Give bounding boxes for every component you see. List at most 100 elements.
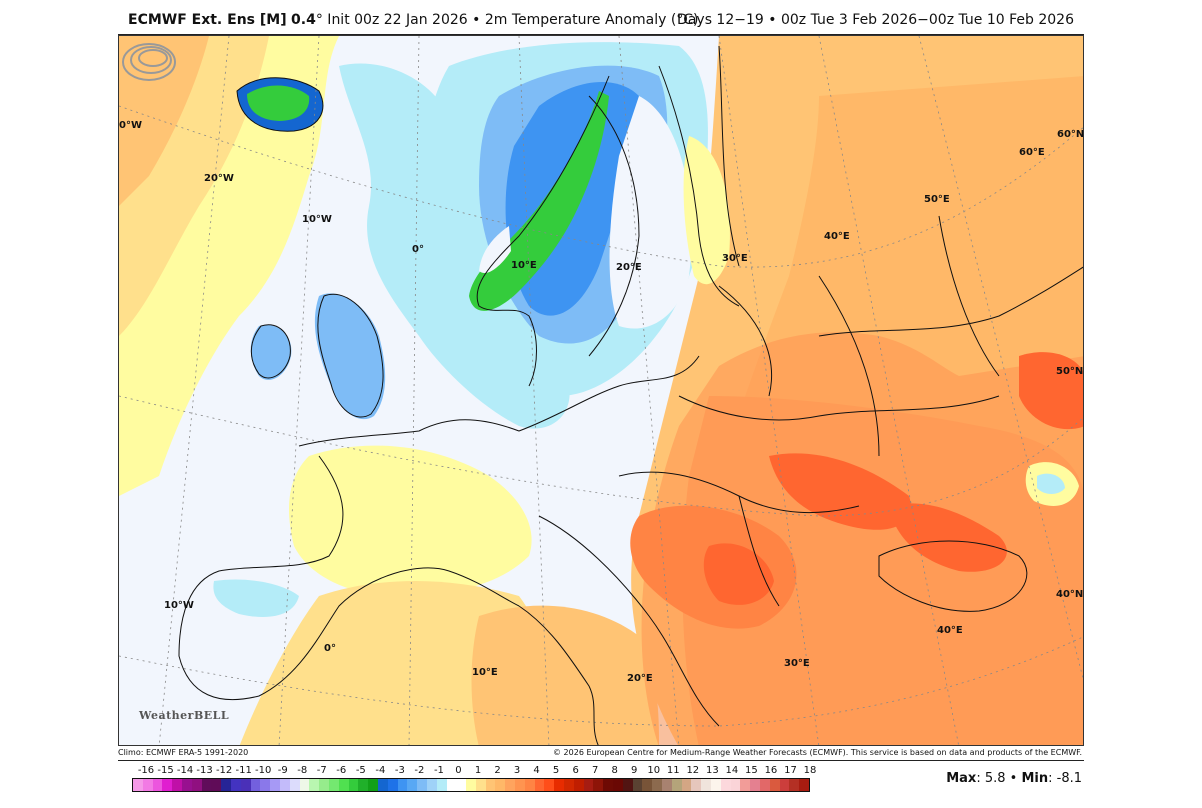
colorbar-swatch: [593, 779, 604, 791]
copyright-note: © 2026 European Centre for Medium-Range …: [553, 748, 1082, 757]
colorbar-swatch: [407, 779, 418, 791]
colorbar-tick: 13: [705, 765, 719, 776]
colorbar-tick: -2: [414, 765, 425, 776]
colorbar-swatch: [309, 779, 320, 791]
colorbar-tick: -4: [375, 765, 386, 776]
colorbar-swatch: [554, 779, 565, 791]
min-label: Min: [1021, 771, 1049, 786]
colorbar-tick: -9: [277, 765, 288, 776]
colorbar-swatch: [191, 779, 202, 791]
colorbar-swatch: [279, 779, 290, 791]
map-footer: Climo: ECMWF ERA-5 1991-2020 © 2026 Euro…: [118, 746, 1084, 761]
graticule-label: 0°W: [119, 120, 142, 131]
colorbar-swatch: [799, 779, 809, 791]
colorbar-swatch: [328, 779, 339, 791]
colorbar-tick: -5: [355, 765, 366, 776]
colorbar-swatch: [515, 779, 525, 791]
colorbar-tick: -3: [394, 765, 405, 776]
colorbar-swatch: [358, 779, 369, 791]
graticule-label: 40°N: [1056, 589, 1084, 600]
colorbar-swatch: [711, 779, 721, 791]
colorbar-swatch: [201, 779, 212, 791]
colorbar-swatch: [613, 779, 623, 791]
colorbar-tick: -12: [215, 765, 233, 776]
chart-header: ECMWF Ext. Ens [M] 0.4° Init 00z 22 Jan …: [118, 8, 1084, 35]
colorbar-swatch: [573, 779, 584, 791]
colorbar-swatch: [475, 779, 486, 791]
colorbar-swatch: [652, 779, 663, 791]
colorbar-swatch: [152, 779, 163, 791]
colorbar-tick: -15: [157, 765, 174, 776]
colorbar-swatch: [544, 779, 555, 791]
graticule-label: 40°E: [937, 625, 963, 636]
valid-period: Days 12−19 • 00z Tue 3 Feb 2026−00z Tue …: [677, 12, 1074, 28]
colorbar-swatch: [779, 779, 790, 791]
colorbar-swatch: [622, 779, 633, 791]
colorbar: [132, 778, 810, 792]
colorbar-swatch: [319, 779, 329, 791]
colorbar-tick: 2: [494, 765, 501, 776]
climo-note: Climo: ECMWF ERA-5 1991-2020: [118, 748, 249, 757]
colorbar-tick: 16: [764, 765, 778, 776]
degree-symbol: °: [315, 12, 323, 28]
colorbar-swatch: [270, 779, 280, 791]
graticule-label: 20°E: [627, 673, 653, 684]
colorbar-tick: -6: [336, 765, 347, 776]
colorbar-swatch: [181, 779, 192, 791]
colorbar-swatch: [397, 779, 408, 791]
colorbar-swatch: [642, 779, 653, 791]
colorbar-tick: -14: [176, 765, 194, 776]
colorbar-tick: 15: [745, 765, 758, 776]
colorbar-swatch: [240, 779, 251, 791]
colorbar-swatch: [534, 779, 545, 791]
colorbar-tick: 12: [686, 765, 700, 776]
colorbar-swatch: [789, 779, 800, 791]
colorbar-tick: -7: [316, 765, 327, 776]
colorbar-tick: -16: [137, 765, 155, 776]
colorbar-swatch: [583, 779, 594, 791]
colorbar-tick: 4: [533, 765, 540, 776]
colorbar-swatch: [495, 779, 506, 791]
colorbar-swatch: [289, 779, 300, 791]
graticule-label: 0°: [324, 643, 336, 654]
colorbar-swatch: [769, 779, 780, 791]
colorbar-swatch: [740, 779, 751, 791]
colorbar-tick: 10: [647, 765, 661, 776]
colorbar-tick: 3: [513, 765, 521, 776]
colorbar-tick: 8: [611, 765, 618, 776]
colorbar-swatch: [730, 779, 741, 791]
graticule-label: 40°E: [824, 231, 850, 242]
model-name: ECMWF Ext. Ens [M]: [128, 12, 287, 28]
colorbar-tick: 0: [455, 765, 462, 776]
colorbar-swatch: [564, 779, 574, 791]
temperature-anomaly-map: 0°W 20°W 10°W 0° 10°E 20°E 30°E 40°E 50°E 60°E 60°…: [118, 35, 1084, 746]
max-value: : 5.8: [976, 771, 1006, 786]
colorbar-swatch: [760, 779, 770, 791]
graticule-label: 10°W: [164, 600, 194, 611]
colorbar-swatch: [466, 779, 476, 791]
colorbar-swatch: [230, 779, 241, 791]
graticule-label: 10°E: [472, 667, 498, 678]
title-left: ECMWF Ext. Ens [M] 0.4° Init 00z 22 Jan …: [128, 12, 699, 28]
model-resolution: 0.4: [291, 12, 316, 28]
graticule-label: 50°N: [1056, 366, 1084, 377]
colorbar-swatch: [426, 779, 437, 791]
colorbar-tick: -11: [235, 765, 252, 776]
colorbar-swatch: [250, 779, 261, 791]
colorbar-swatch: [505, 779, 516, 791]
colorbar-tick: -1: [433, 765, 444, 776]
init-and-variable: Init 00z 22 Jan 2026 • 2m Temperature An…: [322, 12, 699, 28]
colorbar-swatch: [603, 779, 614, 791]
colorbar-tick: -8: [297, 765, 308, 776]
colorbar-tick: 11: [666, 765, 680, 776]
colorbar-tick: 14: [725, 765, 739, 776]
colorbar-swatch: [417, 779, 427, 791]
colorbar-swatch: [662, 779, 672, 791]
weatherbell-logo-icon: [122, 43, 176, 81]
graticule-label: 50°E: [924, 194, 950, 205]
colorbar-swatch: [377, 779, 388, 791]
max-label: Max: [946, 771, 977, 786]
colorbar-tick: 17: [784, 765, 797, 776]
colorbar-swatch: [720, 779, 731, 791]
graticule-label: 20°W: [204, 173, 234, 184]
